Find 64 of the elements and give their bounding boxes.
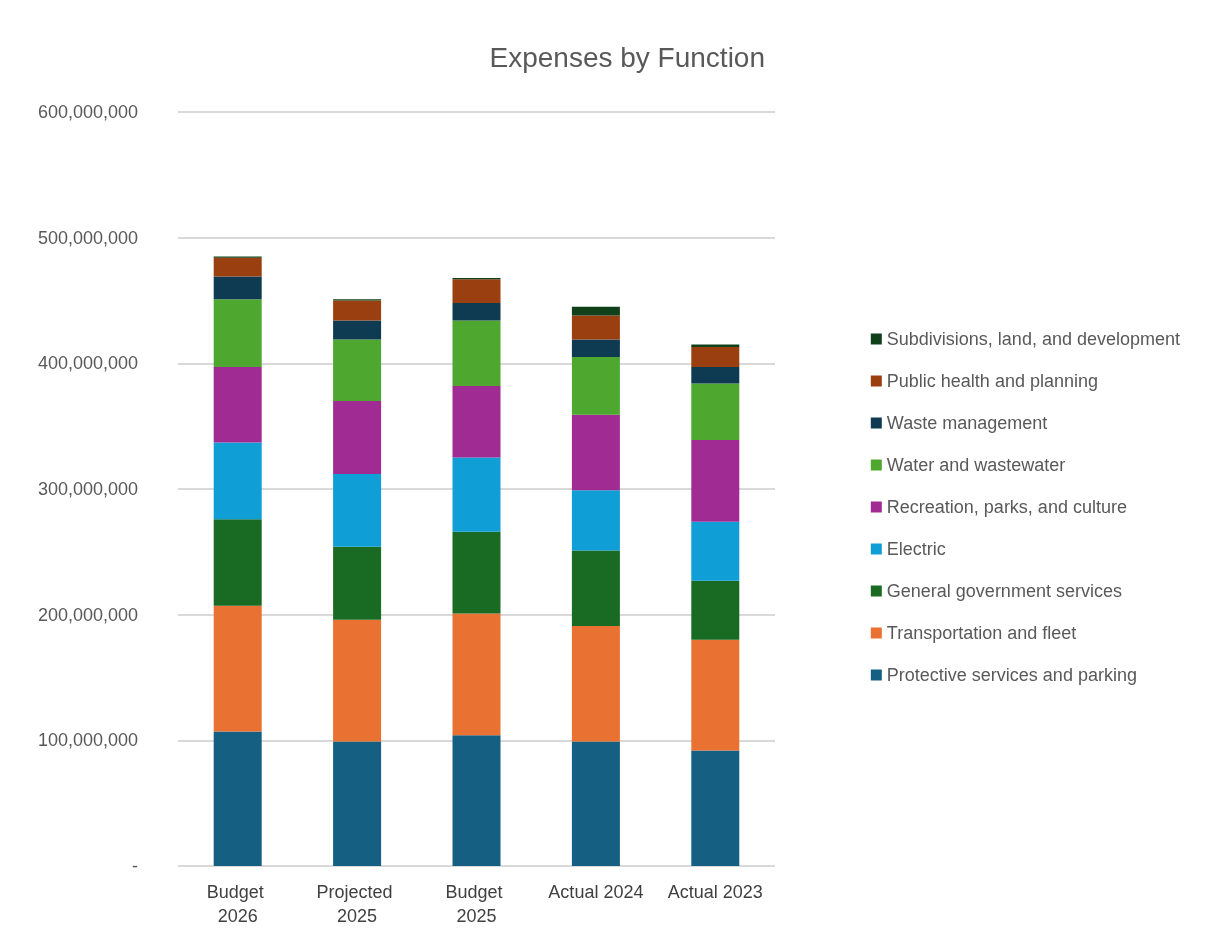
- bar: [213, 442, 262, 520]
- bar: [571, 306, 620, 316]
- bar: [691, 750, 740, 866]
- bar: [333, 300, 382, 321]
- bar: [452, 279, 501, 304]
- legend-label: General government services: [886, 581, 1122, 601]
- bar: [452, 303, 501, 321]
- bar: [571, 414, 620, 491]
- legend-label: Electric: [886, 539, 946, 559]
- bar: [571, 625, 620, 742]
- bar: [452, 457, 501, 532]
- x-tick-label: Budget 2025: [445, 882, 508, 926]
- x-tick-label: Actual 2024: [548, 882, 644, 902]
- bar: [691, 383, 740, 440]
- bar: [333, 339, 382, 402]
- bar: [691, 580, 740, 640]
- bar: [691, 439, 740, 522]
- bar: [452, 320, 501, 386]
- bar: [691, 344, 740, 347]
- x-tick-label: Actual 2023: [667, 882, 763, 902]
- y-tick-label: 300,000,000: [37, 479, 138, 499]
- bar: [691, 521, 740, 581]
- bar: [333, 741, 382, 866]
- bar: [213, 257, 262, 277]
- legend-label: Water and wastewater: [886, 455, 1066, 475]
- bar: [452, 385, 501, 458]
- x-tick-label: Budget 2026: [206, 882, 269, 926]
- bar: [452, 735, 501, 866]
- legend-label: Protective services and parking: [886, 665, 1137, 685]
- bar: [571, 315, 620, 340]
- legend-label: Recreation, parks, and culture: [886, 497, 1127, 517]
- bar: [333, 320, 382, 340]
- legend-label: Subdivisions, land, and development: [886, 329, 1181, 349]
- legend-label: Waste management: [886, 413, 1048, 433]
- bar: [691, 367, 740, 384]
- bar: [452, 531, 501, 614]
- x-tick-label: Projected 2025: [316, 882, 398, 926]
- bar: [691, 347, 740, 368]
- bar: [571, 490, 620, 551]
- bar: [571, 357, 620, 415]
- bar: [213, 605, 262, 732]
- bar: [333, 546, 382, 620]
- y-tick-label: 400,000,000: [37, 353, 138, 374]
- legend-label: Transportation and fleet: [886, 623, 1077, 643]
- bar: [333, 473, 382, 547]
- bar: [213, 731, 262, 866]
- bar: [333, 401, 382, 474]
- bar: [213, 276, 262, 300]
- bar: [213, 519, 262, 606]
- y-tick-label: -: [132, 856, 138, 876]
- bar: [571, 741, 620, 866]
- legend-label: Public health and planning: [886, 371, 1098, 391]
- bar: [691, 639, 740, 751]
- bar: [333, 619, 382, 742]
- y-tick-label: 500,000,000: [37, 227, 138, 248]
- y-tick-label: 600,000,000: [37, 102, 138, 122]
- bar: [213, 367, 262, 443]
- bar: [452, 613, 501, 736]
- bar: [571, 339, 620, 358]
- y-tick-label: 200,000,000: [37, 604, 138, 625]
- chart-title: Expenses by Function: [489, 41, 766, 73]
- bar: [213, 299, 262, 368]
- y-tick-label: 100,000,000: [37, 730, 138, 751]
- bar: [571, 550, 620, 626]
